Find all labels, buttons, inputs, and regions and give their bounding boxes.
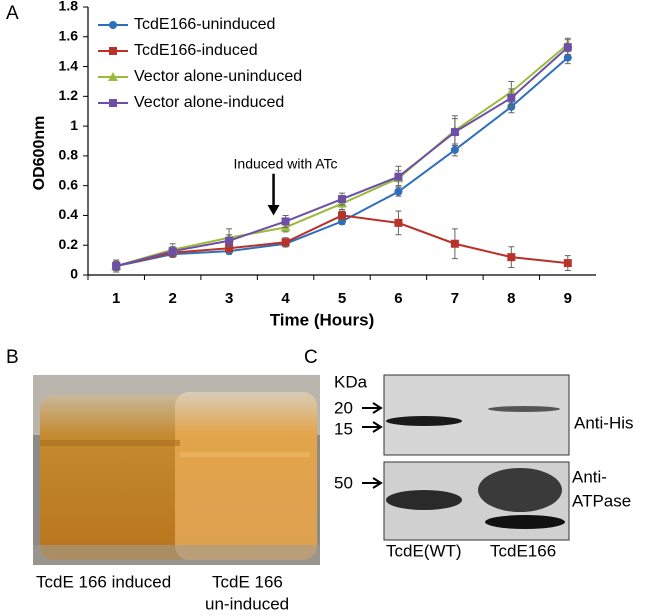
photo: [33, 375, 320, 565]
legend-label: TcdE166-uninduced: [134, 16, 275, 33]
blot-marker: 20: [334, 398, 353, 417]
panel-label: A: [6, 3, 19, 24]
blot-marker: 15: [334, 419, 353, 438]
y-tick-label: 0.2: [59, 236, 79, 252]
photo-caption: TcdE 166: [212, 572, 283, 591]
x-tick-label: 2: [168, 290, 176, 307]
x-tick-label: 6: [394, 290, 402, 307]
y-axis-title: OD600nm: [31, 116, 48, 191]
marker: [394, 218, 403, 227]
legend-label: TcdE166-induced: [134, 42, 258, 59]
y-tick-label: 0.8: [59, 147, 79, 163]
marker: [109, 47, 117, 55]
marker: [563, 43, 572, 52]
marker: [450, 145, 459, 154]
antibody-label: Anti-His: [574, 413, 634, 432]
x-tick-label: 9: [564, 290, 572, 307]
western-blot: [362, 374, 570, 541]
marker: [507, 253, 516, 262]
line-chart: 0 0.2 0.4 0.6 0.8 1 1.2 1.4 1.6 1.8 1 2 3 4 5 6 7 8 9 Time …: [31, 0, 596, 329]
antibody-label: Anti-: [572, 467, 607, 486]
marker: [225, 236, 234, 245]
blot-marker: 50: [334, 473, 353, 492]
marker: [338, 195, 346, 204]
x-tick-label: 8: [507, 290, 515, 307]
x-tick-label: 5: [338, 290, 346, 307]
y-tick-label: 1.4: [59, 57, 79, 73]
panel-label: C: [304, 347, 318, 368]
y-tick-label: 1.6: [59, 27, 79, 43]
marker: [507, 93, 516, 102]
series-line: [116, 56, 569, 268]
y-tick-label: 1.8: [59, 0, 79, 14]
legend-label: Vector alone-uninduced: [134, 68, 302, 85]
marker: [281, 217, 290, 226]
y-tick-label: 1.2: [59, 87, 79, 103]
marker: [338, 211, 346, 220]
marker: [168, 247, 177, 256]
blot-unit: KDa: [334, 372, 368, 391]
y-tick-label: 0.4: [59, 206, 79, 222]
marker: [109, 99, 117, 107]
lane-label: TcdE166: [490, 541, 556, 560]
lane-label: TcdE(WT): [386, 541, 462, 560]
marker: [112, 262, 121, 271]
marker: [450, 239, 459, 248]
marker: [281, 238, 290, 247]
marker: [563, 259, 572, 268]
marker: [563, 53, 572, 62]
annotation: Induced with ATc: [234, 156, 338, 172]
y-tick-label: 0.6: [59, 176, 79, 192]
annotation-arrowhead: [267, 205, 280, 216]
x-tick-label: 7: [451, 290, 459, 307]
x-axis-title: Time (Hours): [270, 310, 375, 329]
legend-label: Vector alone-induced: [134, 94, 284, 111]
marker: [108, 72, 118, 81]
marker: [394, 172, 403, 181]
y-tick-label: 0: [70, 266, 78, 282]
y-tick-label: 1: [70, 117, 78, 133]
marker: [225, 244, 234, 253]
antibody-label: ATPase: [572, 491, 631, 510]
marker: [450, 128, 459, 137]
x-tick-label: 1: [112, 290, 120, 307]
x-tick-label: 4: [281, 290, 290, 307]
photo-caption: un-induced: [205, 594, 289, 613]
photo-caption: TcdE 166 induced: [36, 572, 171, 591]
marker: [394, 187, 403, 196]
marker: [109, 21, 117, 29]
x-tick-label: 3: [225, 290, 233, 307]
panel-label: B: [6, 347, 19, 368]
